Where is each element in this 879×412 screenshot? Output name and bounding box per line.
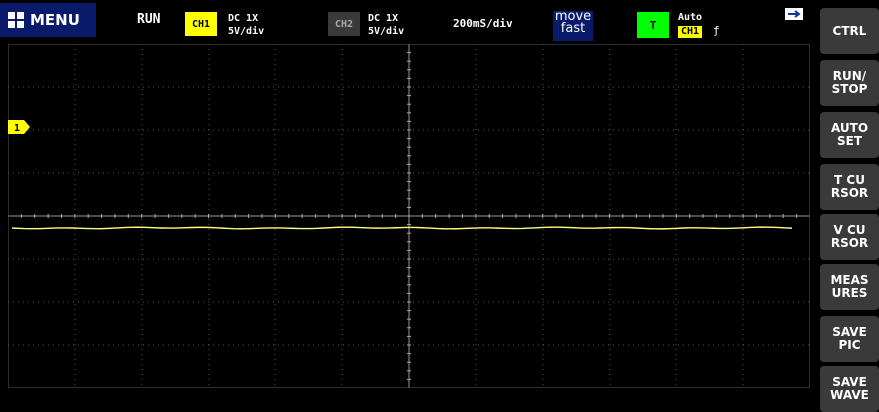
ctrl-button[interactable]: CTRL xyxy=(820,8,879,54)
move-line1: move xyxy=(554,9,592,24)
status-bar: MENU RUN CH1 DC 1X 5V/div CH2 DC 1X 5V/d… xyxy=(0,0,812,44)
ch1-scale: 5V/div xyxy=(228,26,265,37)
ch1-marker-label: 1 xyxy=(14,123,20,134)
measures-label-2: URES xyxy=(831,286,868,300)
save-wave-button[interactable]: SAVE WAVE xyxy=(820,366,879,412)
usb-connection-icon xyxy=(785,8,803,20)
run-stop-label-2: STOP xyxy=(831,82,868,96)
save-wave-label-2: WAVE xyxy=(830,388,869,402)
measures-label-1: MEAS xyxy=(830,273,869,287)
run-stop-button[interactable]: RUN/STOP xyxy=(820,60,879,106)
v-cursor-button[interactable]: V CU RSOR xyxy=(820,214,879,260)
t-cursor-button[interactable]: T CU RSOR xyxy=(820,164,879,210)
v-cursor-label-1: V CU xyxy=(833,223,866,237)
t-cursor-label-2: RSOR xyxy=(830,186,869,200)
move-speed-button[interactable]: move fast xyxy=(553,9,593,41)
move-line2: fast xyxy=(560,21,586,36)
trigger-badge[interactable]: T xyxy=(637,12,669,38)
auto-set-label-1: AUTO xyxy=(830,121,869,135)
save-pic-label-2: PIC xyxy=(838,338,861,352)
ch2-coupling: DC 1X xyxy=(368,13,399,24)
trigger-mode: Auto xyxy=(678,12,703,23)
axis-ticks xyxy=(8,44,798,380)
ch1-coupling: DC 1X xyxy=(228,13,259,24)
run-stop-label-1: RUN/ xyxy=(832,69,867,83)
timebase[interactable]: 200mS/div xyxy=(453,17,513,30)
save-pic-button[interactable]: SAVE PIC xyxy=(820,316,879,362)
ch2-scale: 5V/div xyxy=(368,26,405,37)
ctrl-label: CTRL xyxy=(832,23,867,38)
save-wave-label-1: SAVE xyxy=(832,375,867,389)
menu-button[interactable]: MENU xyxy=(0,3,96,37)
t-cursor-label-1: T CU xyxy=(834,173,865,187)
ch2-badge[interactable]: CH2 xyxy=(328,12,360,36)
menu-label: MENU xyxy=(30,11,80,29)
ch1-trace xyxy=(12,226,792,230)
sidebar: CTRL RUN/STOP AUTO SET T CU RSOR V CU RSOR … xyxy=(820,0,879,412)
v-cursor-label-2: RSOR xyxy=(830,236,869,250)
auto-set-button[interactable]: AUTO SET xyxy=(820,112,879,158)
save-pic-label-1: SAVE xyxy=(832,325,867,339)
auto-set-label-2: SET xyxy=(836,134,863,148)
ch1-position-marker[interactable]: 1 xyxy=(8,120,32,134)
ch1-badge[interactable]: CH1 xyxy=(185,12,217,36)
grid-menu-icon xyxy=(8,12,24,28)
waveform-display[interactable] xyxy=(8,44,810,388)
trigger-edge-icon: ƒ xyxy=(713,24,720,37)
measures-button[interactable]: MEAS URES xyxy=(820,264,879,310)
run-state[interactable]: RUN xyxy=(137,12,161,27)
trigger-source: CH1 xyxy=(678,26,703,38)
